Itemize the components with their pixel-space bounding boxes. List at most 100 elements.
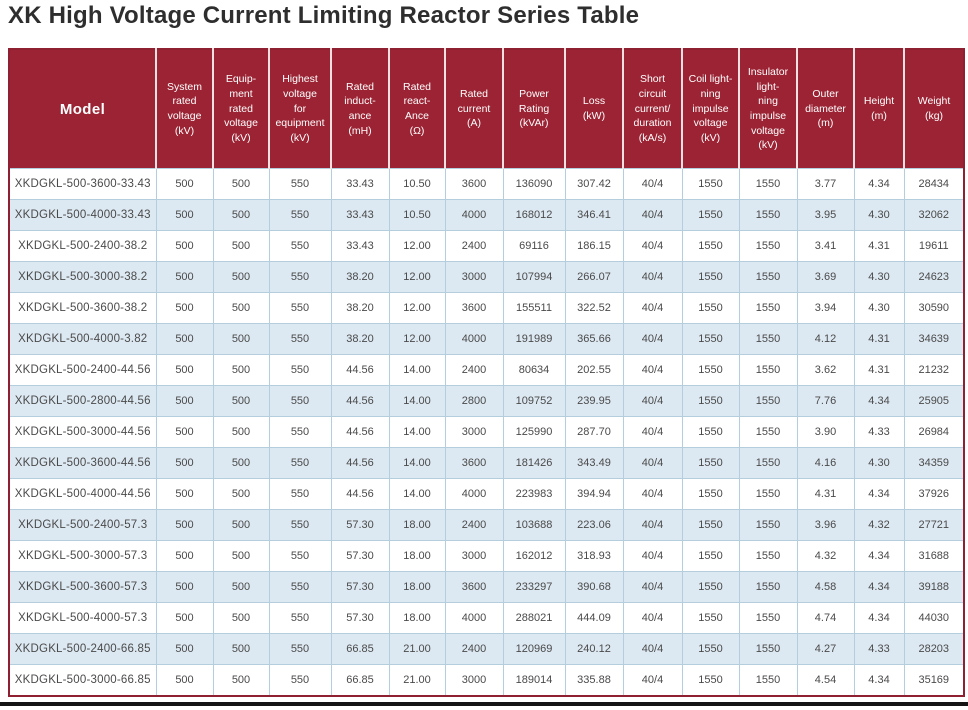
- cell-short-circuit: 40/4: [622, 385, 683, 417]
- cell-insulator-impulse-voltage: 1550: [738, 354, 798, 386]
- cell-power-rating: 191989: [502, 323, 566, 355]
- cell-coil-impulse-voltage: 1550: [681, 199, 740, 231]
- cell-system-rated-voltage: 500: [155, 385, 214, 417]
- cell-model: XKDGKL-500-2400-57.3: [8, 509, 157, 541]
- cell-outer-diameter: 3.41: [796, 230, 855, 262]
- col-header-model: Model: [9, 49, 157, 169]
- cell-loss: 240.12: [564, 633, 624, 665]
- cell-system-rated-voltage: 500: [155, 168, 214, 200]
- cell-loss: 266.07: [564, 261, 624, 293]
- cell-height: 4.30: [853, 447, 905, 479]
- table-row: XKDGKL-500-4000-33.43 500 500 550 33.43 10.50…: [8, 199, 965, 231]
- cell-highest-voltage: 550: [268, 571, 332, 603]
- table-row: XKDGKL-500-4000-57.3 500 500 550 57.30 18.00 4…: [8, 602, 965, 634]
- cell-loss: 307.42: [564, 168, 624, 200]
- cell-weight: 24623: [903, 261, 965, 293]
- cell-coil-impulse-voltage: 1550: [681, 447, 740, 479]
- cell-height: 4.34: [853, 664, 905, 697]
- cell-rated-inductance: 33.43: [330, 230, 390, 262]
- cell-coil-impulse-voltage: 1550: [681, 416, 740, 448]
- table-row: XKDGKL-500-2400-66.85 500 500 550 66.85 21.00…: [8, 633, 965, 665]
- cell-rated-reactance: 14.00: [388, 416, 446, 448]
- cell-loss: 202.55: [564, 354, 624, 386]
- cell-outer-diameter: 4.31: [796, 478, 855, 510]
- cell-rated-inductance: 44.56: [330, 416, 390, 448]
- cell-highest-voltage: 550: [268, 509, 332, 541]
- cell-model: XKDGKL-500-3000-38.2: [8, 261, 157, 293]
- cell-system-rated-voltage: 500: [155, 199, 214, 231]
- cell-loss: 365.66: [564, 323, 624, 355]
- cell-highest-voltage: 550: [268, 385, 332, 417]
- cell-weight: 39188: [903, 571, 965, 603]
- cell-rated-inductance: 44.56: [330, 447, 390, 479]
- cell-insulator-impulse-voltage: 1550: [738, 540, 798, 572]
- cell-rated-reactance: 14.00: [388, 354, 446, 386]
- cell-model: XKDGKL-500-2800-44.56: [8, 385, 157, 417]
- table-row: XKDGKL-500-2400-38.2 500 500 550 33.43 12.00 2…: [8, 230, 965, 262]
- cell-rated-inductance: 44.56: [330, 354, 390, 386]
- col-header-weight: Weight (kg): [904, 49, 964, 169]
- cell-loss: 223.06: [564, 509, 624, 541]
- col-header-loss: Loss (kW): [565, 49, 624, 169]
- cell-height: 4.34: [853, 540, 905, 572]
- cell-loss: 239.95: [564, 385, 624, 417]
- cell-height: 4.34: [853, 385, 905, 417]
- cell-highest-voltage: 550: [268, 261, 332, 293]
- cell-highest-voltage: 550: [268, 447, 332, 479]
- col-header-coil-impulse-voltage: Coil light- ning impulse voltage (kV): [682, 49, 740, 169]
- cell-coil-impulse-voltage: 1550: [681, 354, 740, 386]
- cell-short-circuit: 40/4: [622, 323, 683, 355]
- cell-short-circuit: 40/4: [622, 199, 683, 231]
- cell-outer-diameter: 4.27: [796, 633, 855, 665]
- cell-power-rating: 69116: [502, 230, 566, 262]
- cell-equipment-rated-voltage: 500: [212, 261, 270, 293]
- cell-system-rated-voltage: 500: [155, 633, 214, 665]
- cell-weight: 21232: [903, 354, 965, 386]
- cell-loss: 335.88: [564, 664, 624, 697]
- cell-short-circuit: 40/4: [622, 540, 683, 572]
- cell-rated-reactance: 18.00: [388, 509, 446, 541]
- cell-model: XKDGKL-500-3600-44.56: [8, 447, 157, 479]
- table-row: XKDGKL-500-3600-38.2 500 500 550 38.20 12.00 3…: [8, 292, 965, 324]
- cell-rated-inductance: 57.30: [330, 571, 390, 603]
- cell-equipment-rated-voltage: 500: [212, 168, 270, 200]
- cell-equipment-rated-voltage: 500: [212, 633, 270, 665]
- cell-rated-current: 3000: [444, 540, 504, 572]
- cell-power-rating: 189014: [502, 664, 566, 697]
- col-header-outer-diameter: Outer diameter (m): [797, 49, 855, 169]
- cell-model: XKDGKL-500-3000-57.3: [8, 540, 157, 572]
- cell-system-rated-voltage: 500: [155, 447, 214, 479]
- cell-power-rating: 155511: [502, 292, 566, 324]
- table-row: XKDGKL-500-2400-44.56 500 500 550 44.56 14.00…: [8, 354, 965, 386]
- cell-system-rated-voltage: 500: [155, 354, 214, 386]
- cell-rated-current: 2400: [444, 230, 504, 262]
- table-row: XKDGKL-500-2400-57.3 500 500 550 57.30 18.00 2…: [8, 509, 965, 541]
- cell-outer-diameter: 4.54: [796, 664, 855, 697]
- cell-rated-current: 3600: [444, 168, 504, 200]
- cell-insulator-impulse-voltage: 1550: [738, 478, 798, 510]
- cell-system-rated-voltage: 500: [155, 571, 214, 603]
- col-header-rated-current: Rated current (A): [445, 49, 504, 169]
- cell-coil-impulse-voltage: 1550: [681, 602, 740, 634]
- cell-insulator-impulse-voltage: 1550: [738, 447, 798, 479]
- cell-highest-voltage: 550: [268, 199, 332, 231]
- cell-coil-impulse-voltage: 1550: [681, 571, 740, 603]
- cell-power-rating: 120969: [502, 633, 566, 665]
- cell-highest-voltage: 550: [268, 323, 332, 355]
- table-row: XKDGKL-500-3000-38.2 500 500 550 38.20 12.00 3…: [8, 261, 965, 293]
- cell-system-rated-voltage: 500: [155, 540, 214, 572]
- cell-weight: 19611: [903, 230, 965, 262]
- cell-system-rated-voltage: 500: [155, 261, 214, 293]
- cell-short-circuit: 40/4: [622, 292, 683, 324]
- table-header: Model System rated voltage (kV) Equip- men…: [9, 49, 964, 169]
- table-row: XKDGKL-500-3600-33.43 500 500 550 33.43 10.50…: [8, 168, 965, 200]
- cell-short-circuit: 40/4: [622, 230, 683, 262]
- cell-loss: 186.15: [564, 230, 624, 262]
- cell-outer-diameter: 3.77: [796, 168, 855, 200]
- cell-height: 4.31: [853, 354, 905, 386]
- cell-rated-reactance: 14.00: [388, 385, 446, 417]
- cell-weight: 34359: [903, 447, 965, 479]
- bottom-divider: [0, 702, 968, 706]
- cell-rated-inductance: 66.85: [330, 664, 390, 697]
- cell-model: XKDGKL-500-2400-44.56: [8, 354, 157, 386]
